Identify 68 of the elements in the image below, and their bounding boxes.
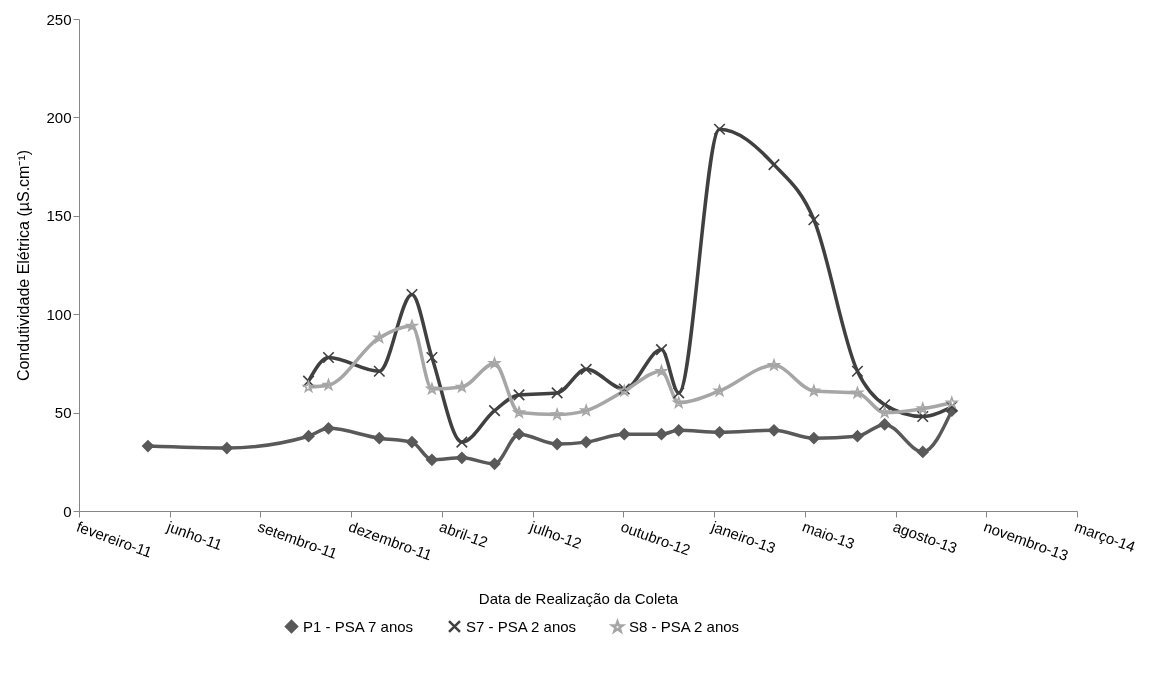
y-tick-label: 250 [46,10,72,28]
point [713,426,726,439]
point [551,438,564,451]
y-axis-title: Condutividade Elétrica (µS.cm⁻¹) [15,149,33,382]
point [455,451,468,464]
point [373,365,386,378]
point [455,436,468,449]
point [851,365,864,378]
point [878,398,891,411]
point [513,406,525,418]
point [322,422,335,435]
point [672,396,685,408]
point [220,441,233,455]
point [768,359,780,371]
point [322,351,335,364]
point [580,363,593,376]
point [807,432,820,445]
y-tick-label: 100 [46,305,72,323]
point [373,331,386,343]
point [141,440,154,453]
point [302,430,315,443]
point [713,123,726,136]
point [713,384,726,396]
point [655,343,668,356]
point [405,436,419,449]
point [551,386,564,399]
point [373,432,386,445]
point [488,457,501,470]
point [456,380,468,393]
point [425,351,438,364]
y-tick-label: 200 [46,108,72,126]
point [488,357,501,369]
legend-label: S8 - PSA 2 anos [629,618,740,636]
x-tick-label: abril-12 [437,517,491,551]
point [672,386,685,399]
legend-label: S7 - PSA 2 anos [466,617,577,635]
point [655,428,668,441]
point [878,406,891,418]
point [851,386,864,398]
point [916,445,929,458]
point [580,436,593,449]
point [945,400,958,413]
point [767,424,781,437]
point [406,319,418,332]
x-axis-title: Data de Realização da Coleta [478,589,679,607]
y-tick-label: 50 [54,404,72,422]
y-tick-label: 150 [46,207,72,225]
point [767,158,781,171]
y-tick-label: 0 [63,502,72,520]
point [425,453,438,466]
point [488,404,501,417]
legend-label: P1 - PSA 7 anos [303,617,414,635]
point [807,213,820,226]
point [878,418,891,431]
point [512,428,526,441]
point [618,428,631,441]
point [672,424,685,437]
point [302,380,315,393]
point [580,404,592,416]
point [551,408,563,420]
point [808,384,820,396]
point [512,388,526,401]
point [916,410,929,423]
point [851,430,864,443]
x-tick-label: maio-13 [800,517,857,553]
point [426,382,438,395]
point [302,375,315,388]
point [405,288,419,301]
